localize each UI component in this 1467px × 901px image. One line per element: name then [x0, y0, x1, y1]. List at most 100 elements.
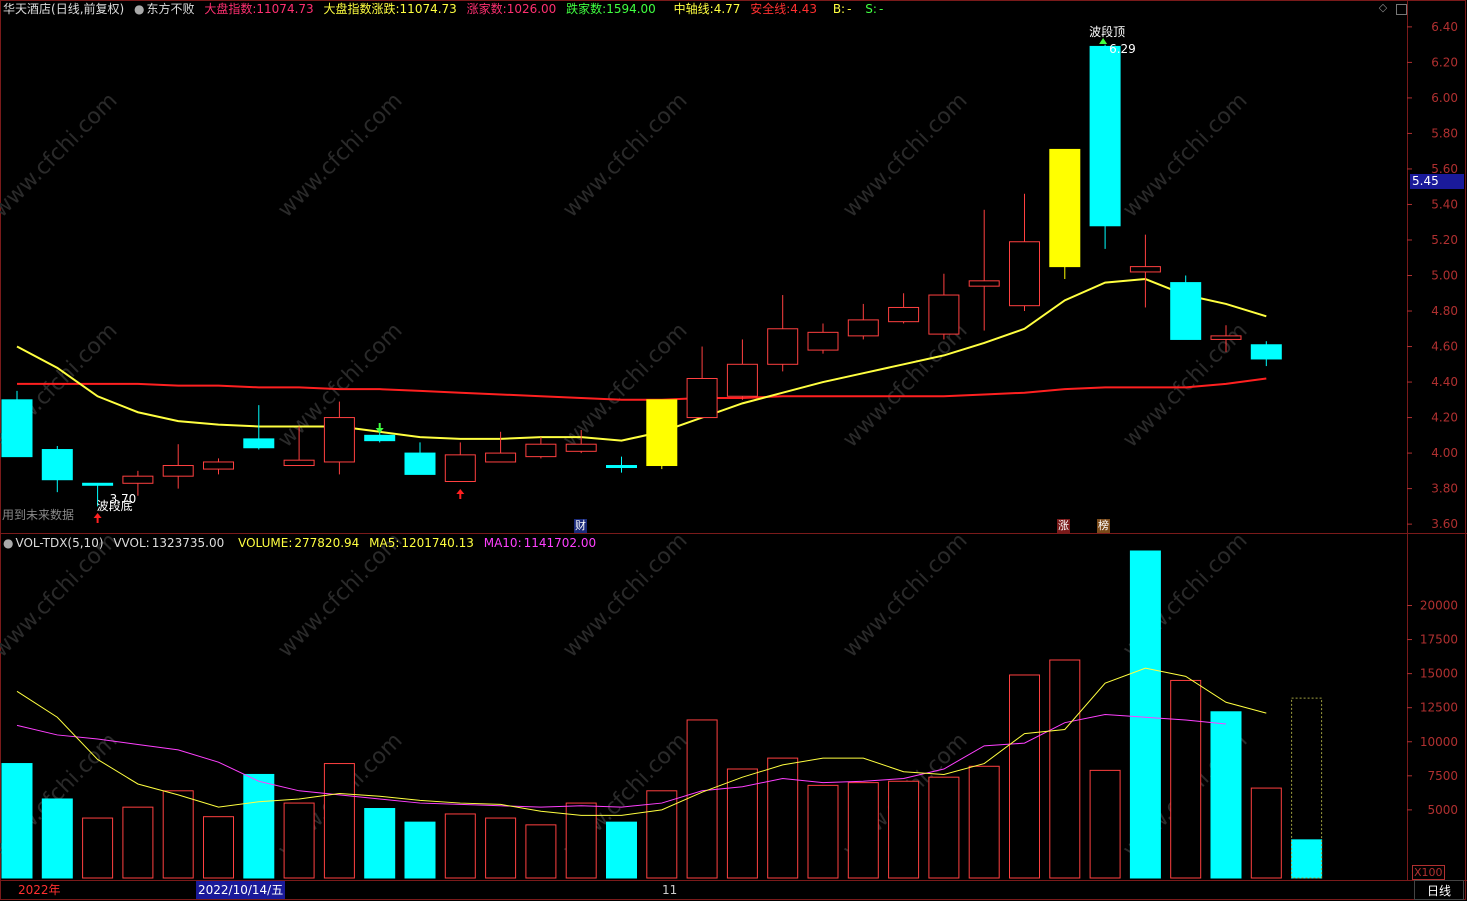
volume-bar[interactable]: [968, 765, 1000, 879]
formula-name[interactable]: 东方不败: [146, 2, 195, 16]
volume-bar[interactable]: [928, 776, 960, 879]
period-label: (日线,前复权): [51, 2, 125, 16]
axis-line-value: 4.77: [713, 2, 741, 16]
index-change-value: 11074.73: [399, 2, 457, 16]
volume-bar[interactable]: [485, 817, 517, 879]
volume-bar[interactable]: [82, 817, 114, 879]
candle-body[interactable]: [807, 331, 839, 351]
candle-body[interactable]: [203, 461, 234, 470]
candle-body[interactable]: [243, 438, 275, 449]
ma10-label: MA10:: [483, 536, 522, 550]
volume-bar[interactable]: [686, 719, 718, 879]
candle-body[interactable]: [485, 452, 517, 463]
volume-bar[interactable]: [1, 763, 33, 879]
safe-line-label: 安全线:: [750, 2, 791, 16]
volume-bar[interactable]: [525, 824, 557, 879]
buy-arrow-icon: [93, 513, 102, 523]
vvol-value: 1323735.00: [151, 536, 225, 550]
finance-tag[interactable]: 财: [574, 519, 587, 533]
candle-body[interactable]: [888, 306, 920, 323]
volume-bar[interactable]: [283, 802, 315, 879]
vol-dot-icon[interactable]: ●: [3, 536, 14, 550]
main-header: 华天酒店(日线,前复权) ● 东方不败 大盘指数:11074.73 大盘指数涨跌:…: [0, 0, 889, 18]
candle-body[interactable]: [968, 280, 1000, 287]
volume-bar[interactable]: [606, 821, 637, 879]
price-tick-label: 5.80: [1431, 126, 1458, 140]
volume-bar[interactable]: [1129, 550, 1161, 879]
candle-body[interactable]: [82, 482, 114, 486]
volume-bar[interactable]: [1009, 674, 1040, 879]
candle-body[interactable]: [162, 465, 194, 477]
volume-bar[interactable]: [1049, 659, 1081, 879]
b-label: B:: [832, 2, 846, 16]
candle-body[interactable]: [1210, 335, 1242, 340]
volume-bar[interactable]: [323, 763, 355, 879]
panel-toggle-icon[interactable]: [1396, 4, 1407, 15]
candle-body[interactable]: [1170, 282, 1202, 340]
candle-body[interactable]: [444, 454, 476, 482]
price-tick-label: 3.80: [1431, 482, 1458, 496]
volume-value: 277820.94: [294, 536, 360, 550]
price-tick-label: 4.80: [1431, 304, 1458, 318]
candle-body[interactable]: [364, 434, 396, 442]
candle-body[interactable]: [928, 294, 960, 335]
safe-line-value: 4.43: [790, 2, 817, 16]
volume-bar[interactable]: [162, 790, 194, 879]
vol-indicator-name[interactable]: VOL-TDX(5,10): [15, 536, 104, 550]
diamond-icon[interactable]: ◇: [1378, 1, 1388, 14]
limit-up-tag[interactable]: 涨: [1057, 519, 1070, 533]
candle-body[interactable]: [1049, 148, 1081, 268]
ranking-tag[interactable]: 榜: [1097, 519, 1110, 533]
volume-bar[interactable]: [444, 813, 476, 879]
candle-body[interactable]: [726, 363, 758, 397]
candle-body[interactable]: [847, 319, 879, 337]
candle-body[interactable]: [767, 328, 799, 365]
candle-body[interactable]: [565, 443, 597, 452]
volume-bar[interactable]: [243, 773, 275, 879]
volume-bar[interactable]: [888, 780, 920, 879]
candle-body[interactable]: [1009, 241, 1040, 307]
stock-name[interactable]: 华天酒店: [3, 2, 52, 16]
candle-body[interactable]: [122, 475, 154, 484]
volume-bar[interactable]: [847, 782, 879, 879]
volume-bar[interactable]: [404, 821, 436, 879]
vvol-label: VVOL:: [113, 536, 150, 550]
volume-bar[interactable]: [203, 816, 234, 879]
ma-red-line: [17, 377, 1267, 401]
candle-body[interactable]: [606, 465, 637, 469]
volume-bar[interactable]: [1250, 787, 1282, 879]
volume-bar[interactable]: [122, 806, 154, 879]
volume-bar[interactable]: [807, 784, 839, 879]
sell-arrow-icon: [1099, 38, 1108, 44]
volume-layer[interactable]: [1, 550, 1323, 879]
candle-body[interactable]: [323, 417, 355, 463]
candle-body[interactable]: [41, 449, 73, 481]
watermark-text: www.cfchi.com: [838, 88, 972, 222]
candle-body[interactable]: [525, 443, 557, 458]
watermark-text: www.cfchi.com: [838, 528, 972, 662]
volume-bar[interactable]: [364, 808, 396, 879]
volume-bar[interactable]: [1291, 839, 1323, 879]
period-tab-daily[interactable]: 日线: [1414, 880, 1464, 900]
volume-tick-label: 12500: [1420, 701, 1458, 715]
volume-bar[interactable]: [767, 757, 799, 879]
candle-body[interactable]: [646, 399, 678, 467]
candle-body[interactable]: [686, 378, 718, 419]
volume-bar[interactable]: [1170, 679, 1202, 879]
candle-body[interactable]: [404, 452, 436, 475]
volume-bar[interactable]: [41, 798, 73, 879]
watermark-text: www.cfchi.com: [558, 88, 692, 222]
candle-body[interactable]: [1250, 344, 1282, 360]
candle-body[interactable]: [1, 399, 33, 458]
volume-bar[interactable]: [1210, 711, 1242, 879]
volume-bar[interactable]: [726, 768, 758, 879]
candle-body[interactable]: [1129, 266, 1161, 273]
price-tick-label: 4.20: [1431, 411, 1458, 425]
candle-body[interactable]: [283, 459, 315, 467]
ma10-value: 1141702.00: [523, 536, 597, 550]
formula-dot-icon[interactable]: ●: [134, 2, 145, 16]
volume-bar[interactable]: [1089, 769, 1121, 879]
candle-body[interactable]: [1089, 45, 1121, 227]
